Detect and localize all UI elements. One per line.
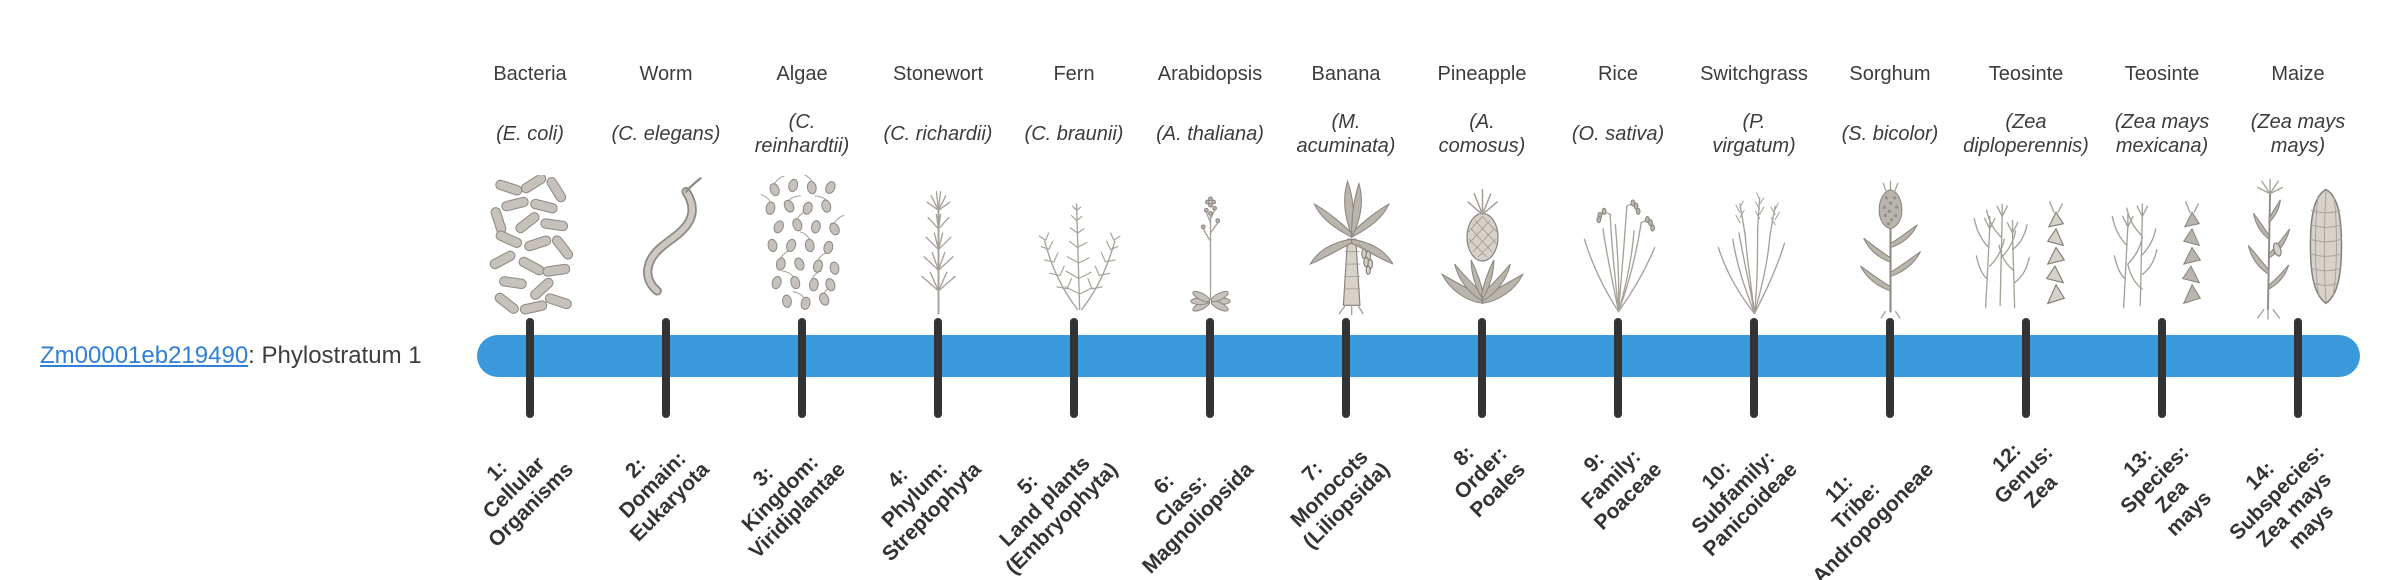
organism-common-name: Banana — [1311, 63, 1381, 85]
organism-common-name: Bacteria — [493, 63, 567, 85]
organism-species-name: (C. elegans) — [611, 122, 721, 145]
organism-image — [1278, 168, 1414, 320]
tick-mark-11 — [1886, 318, 1894, 418]
maize-illustration — [2247, 178, 2343, 320]
worm-illustration — [642, 177, 702, 296]
organism-species-name: (E. coli) — [496, 122, 564, 145]
fern-illustration — [1038, 203, 1121, 311]
tick-mark-13 — [2158, 318, 2166, 418]
tick-mark-2 — [662, 318, 670, 418]
organism-common-name: Teosinte — [1988, 63, 2064, 85]
tick-mark-3 — [798, 318, 806, 418]
tick-mark-5 — [1070, 318, 1078, 418]
algae-illustration — [760, 175, 844, 310]
organism-image — [598, 168, 734, 320]
organism-species-name: (M. acuminata) — [1296, 110, 1396, 157]
organism-image — [1550, 168, 1686, 320]
organism-species-name: (C. braunii) — [1024, 122, 1124, 145]
organism-common-name: Maize — [2271, 63, 2325, 85]
bacteria-illustration — [489, 175, 573, 315]
organism-common-name: Sorghum — [1849, 63, 1931, 85]
phylostratum-bar — [477, 335, 2360, 377]
tick-mark-4 — [934, 318, 942, 418]
stratum-label-text: 7: Monocots (Liliopsida) — [1286, 445, 1395, 554]
organism-species-name: (P. virgatum) — [1712, 110, 1796, 157]
rice-illustration — [1583, 199, 1655, 313]
organism-species-name: (Zea mays mays) — [2250, 110, 2346, 157]
teosinte-diploperennis-illustration — [1973, 201, 2066, 309]
tick-mark-14 — [2294, 318, 2302, 418]
organism-image — [462, 168, 598, 320]
gene-link[interactable]: Zm00001eb219490 — [40, 342, 249, 369]
gene-phylostratum-text: : Phylostratum 1 — [248, 342, 422, 369]
switchgrass-illustration — [1717, 192, 1785, 315]
organism-image — [1414, 168, 1550, 320]
stratum-label-text: 12: Genus: Zea — [1987, 438, 2062, 513]
arabidopsis-illustration — [1189, 196, 1231, 312]
organism-common-name: Arabidopsis — [1157, 63, 1263, 85]
organism-species-name: (C. richardii) — [883, 122, 993, 145]
organism-species-name: (O. sativa) — [1571, 122, 1665, 145]
pineapple-illustration — [1440, 188, 1524, 304]
stratum-label-text: 1: Cellular Organisms — [479, 452, 579, 552]
gene-label: Zm00001eb219490: Phylostratum 1 — [40, 341, 422, 371]
stratum-label-text: 9: Family: Poaceae — [1576, 445, 1667, 535]
organism-common-name: Pineapple — [1437, 63, 1527, 85]
organism-common-name: Stonewort — [892, 63, 984, 85]
stratum-label-text: 3: Kingdom: Viridiplantae — [737, 450, 851, 564]
organism-image — [870, 168, 1006, 320]
teosinte-mexicana-illustration — [2111, 201, 2202, 309]
organism-image — [2230, 168, 2366, 320]
organism-image — [1006, 168, 1142, 320]
tick-mark-1 — [526, 318, 534, 418]
tick-mark-10 — [1750, 318, 1758, 418]
organism-common-name: Teosinte — [2124, 63, 2200, 85]
stratum-label-text: 13: Species: Zea mays — [2115, 441, 2216, 542]
tick-mark-8 — [1478, 318, 1486, 418]
stratum-label-text: 8: Order: Poales — [1449, 441, 1531, 523]
tick-mark-7 — [1342, 318, 1350, 418]
banana-illustration — [1308, 179, 1393, 316]
organism-image — [734, 168, 870, 320]
stratum-label-text: 6: Class: Magnoliopsida — [1138, 458, 1259, 579]
organism-common-name: Fern — [1053, 63, 1095, 85]
organism-species-name: (Zea mays mexicana) — [2114, 110, 2210, 157]
organism-species-name: (S. bicolor) — [1841, 122, 1939, 145]
organism-common-name: Algae — [776, 63, 828, 85]
organism-common-name: Rice — [1597, 63, 1638, 85]
stratum-label-text: 14: Subspecies: Zea mays mays — [2225, 441, 2339, 555]
organism-image — [1142, 168, 1278, 320]
stratum-label-text: 5: Land plants (Embryophyta) — [995, 451, 1123, 580]
organism-species-name: (C. reinhardtii) — [754, 110, 850, 157]
organism-image — [1822, 168, 1958, 320]
organism-image — [1686, 168, 1822, 320]
tick-mark-9 — [1614, 318, 1622, 418]
organism-species-name: (Zea diploperennis) — [1963, 110, 2089, 157]
organism-species-name: (A. comosus) — [1438, 110, 1526, 157]
stratum-label-text: 4: Phylum: Streptophyta — [877, 457, 987, 566]
organism-common-name: Switchgrass — [1700, 63, 1808, 85]
stratum-label-text: 2: Domain: Eukaryota — [615, 447, 715, 547]
stonewort-illustration — [920, 191, 956, 315]
stratum-label-text: 11: Tribe: Andropogoneae — [1808, 458, 1939, 580]
organism-common-name: Worm — [639, 63, 693, 85]
organism-image — [2094, 168, 2230, 320]
tick-mark-12 — [2022, 318, 2030, 418]
organism-image — [1958, 168, 2094, 320]
organism-species-name: (A. thaliana) — [1156, 122, 1264, 145]
sorghum-illustration — [1859, 180, 1921, 319]
tick-mark-6 — [1206, 318, 1214, 418]
